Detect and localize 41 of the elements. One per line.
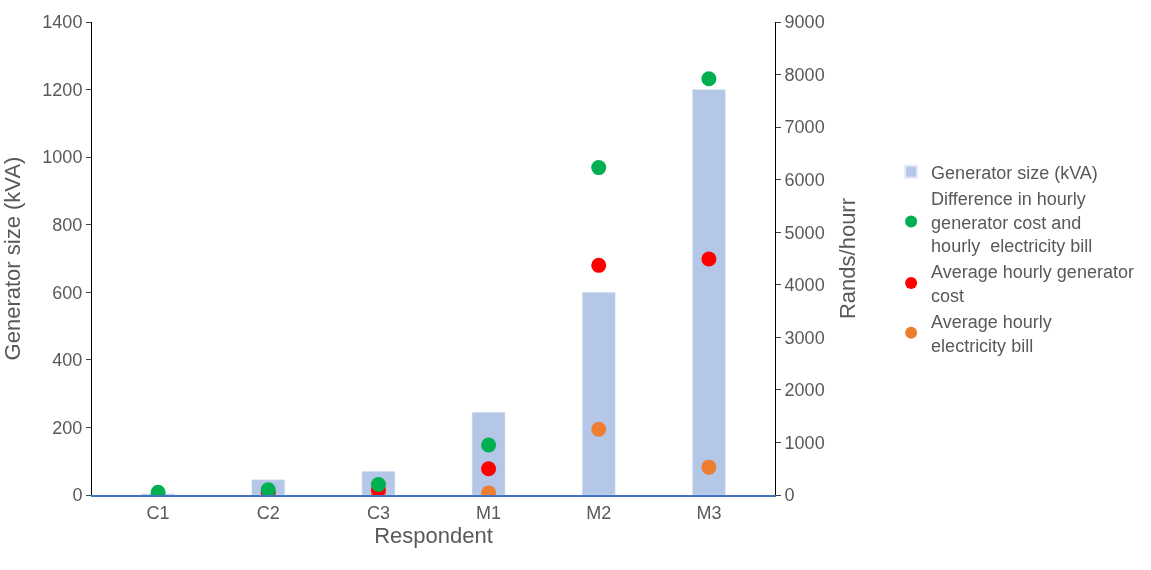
y2-tick-label: 5000 — [784, 222, 825, 243]
y-tick-label: 800 — [52, 215, 83, 236]
x-tick-label: C3 — [366, 502, 390, 523]
legend-label: Generator size (kVA) — [931, 162, 1098, 183]
point — [701, 251, 717, 267]
y-tick-label: 200 — [52, 417, 83, 438]
legend-label: Average hourly generator cost — [931, 262, 1134, 306]
point — [701, 459, 717, 475]
x-axis-title: Respondent — [374, 522, 493, 548]
y2-axis-title: Rands/hourr — [834, 197, 860, 320]
x-tick-label: M1 — [476, 502, 502, 523]
y-tick-label: 0 — [72, 485, 83, 506]
y2-tick-label: 2000 — [784, 380, 825, 401]
bar — [692, 89, 726, 495]
point — [591, 257, 607, 273]
x-tick-label: C2 — [256, 502, 280, 523]
y2-tick-label: 6000 — [784, 169, 825, 190]
y2-tick-label: 7000 — [784, 117, 825, 138]
point — [591, 421, 607, 437]
y2-tick-label: 4000 — [784, 275, 825, 296]
y-tick-label: 1400 — [42, 12, 83, 33]
point — [701, 71, 717, 87]
y2-tick-label: 0 — [784, 485, 795, 506]
y-axis-title: Generator size (kVA) — [0, 156, 26, 361]
point — [481, 461, 497, 477]
point — [591, 160, 607, 176]
point — [481, 437, 497, 453]
y2-tick-label: 9000 — [784, 12, 825, 33]
bar — [581, 292, 616, 495]
y2-tick-label: 8000 — [784, 64, 825, 85]
y-tick-label: 600 — [52, 282, 83, 303]
x-tick-label: M3 — [696, 502, 722, 523]
y-tick-label: 400 — [52, 350, 83, 371]
y2-tick-label: 1000 — [784, 432, 825, 453]
x-tick-label: M2 — [586, 502, 612, 523]
legend-label: Average hourly electricity bill — [931, 312, 1052, 356]
y-tick-label: 1000 — [42, 147, 83, 168]
legend-label: Difference in hourly generator cost and hourly electricity bill — [931, 189, 1093, 256]
y-tick-label: 1200 — [42, 79, 83, 100]
x-tick-label: C1 — [146, 502, 170, 523]
y2-tick-label: 3000 — [784, 327, 825, 348]
